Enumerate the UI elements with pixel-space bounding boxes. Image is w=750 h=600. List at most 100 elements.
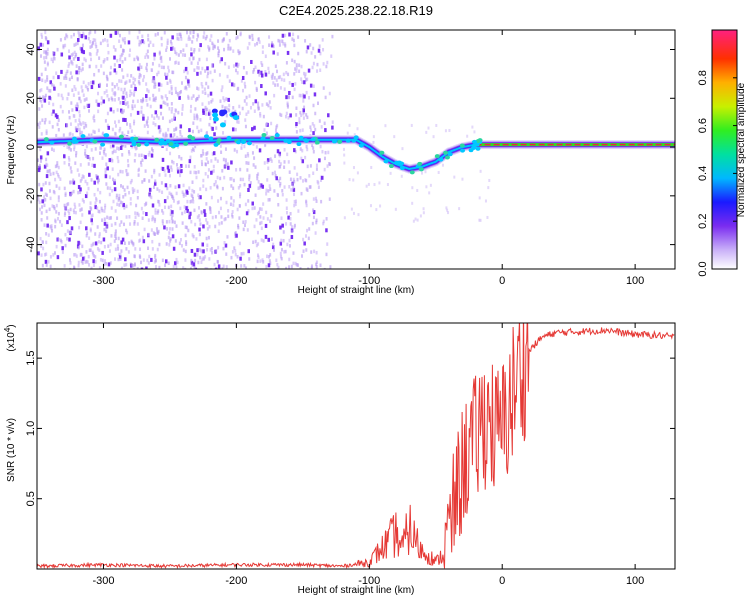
spectrogram-cell xyxy=(67,110,70,114)
spectrogram-cell xyxy=(60,52,64,57)
spectrogram-cell xyxy=(105,225,108,229)
spectrogram-cell xyxy=(119,184,122,188)
snr-x-tick-label: 100 xyxy=(626,575,644,587)
spectrogram-cell xyxy=(287,95,290,99)
spectrogram-cell xyxy=(45,131,48,135)
spectrogram-cell xyxy=(243,99,246,103)
spectrogram-cell xyxy=(151,79,154,83)
spectrogram-cell xyxy=(113,239,116,243)
spectrogram-cell xyxy=(157,116,160,120)
spectrogram-cell xyxy=(112,143,115,148)
spectrogram-cell xyxy=(46,75,49,79)
spectrogram-cell xyxy=(265,131,268,135)
spectrogram-cell xyxy=(266,217,269,221)
spectrogram-cell xyxy=(197,87,200,91)
spectrogram-cell xyxy=(77,91,80,95)
spectrogram-cell xyxy=(134,146,137,151)
spectrogram-cell xyxy=(89,52,92,57)
spectrogram-cell xyxy=(147,246,150,250)
spectrogram-cell xyxy=(208,122,211,127)
spectrogram-cell xyxy=(145,62,148,67)
spectrogram-cell xyxy=(104,119,107,123)
spectrogram-cell xyxy=(231,210,234,214)
spectrogram-cell xyxy=(97,68,100,73)
spectrogram-cell xyxy=(295,113,298,117)
spectrogram-cell xyxy=(199,255,202,260)
spectrogram-cell xyxy=(286,50,290,55)
spectrogram-cell xyxy=(172,264,175,269)
spectrogram-cell xyxy=(57,127,60,132)
spectrogram-cell xyxy=(232,64,235,68)
spectrogram-cell xyxy=(367,182,370,186)
spectrogram-cell xyxy=(247,187,250,192)
spectrogram-cell xyxy=(64,243,67,248)
spectrogram-cell xyxy=(225,265,228,269)
spectrogram-cell xyxy=(109,107,113,112)
spectrogram-cell xyxy=(177,184,181,189)
spectrogram-cell xyxy=(71,62,74,66)
spectrogram-cell xyxy=(298,93,301,98)
spectrogram-cell xyxy=(328,197,331,201)
spectrogram-cell xyxy=(170,87,173,91)
spectrogram-cell xyxy=(193,113,196,118)
spectrogram-cell xyxy=(279,225,282,230)
figure-title: C2E4.2025.238.22.18.R19 xyxy=(279,3,433,18)
spectrogram-cell xyxy=(212,169,215,173)
spectrogram-cell xyxy=(189,170,192,175)
spectrogram-cell xyxy=(289,222,292,226)
spectrogram-cell xyxy=(323,167,326,172)
spectrogram-cell xyxy=(271,171,274,176)
spectrogram-cell xyxy=(167,69,170,73)
spectrogram-cell xyxy=(155,114,158,118)
spectrogram-cell xyxy=(53,251,56,255)
spectrogram-cell xyxy=(153,57,156,61)
spectrogram-cell xyxy=(224,61,227,66)
spectrogram-cell xyxy=(51,147,54,151)
spectrogram-cell xyxy=(237,223,240,228)
spectrogram-cell xyxy=(87,82,90,86)
spectrogram-cell xyxy=(261,50,264,54)
spectrogram-cell xyxy=(72,52,75,56)
spectrogram-cell xyxy=(102,60,105,64)
spectrogram-blob xyxy=(337,139,343,144)
spectrogram-cell xyxy=(254,193,257,197)
spectrogram-cell xyxy=(194,258,197,263)
spectrogram-cell xyxy=(259,111,262,116)
spectrogram-cell xyxy=(278,159,281,164)
spectrogram-cell xyxy=(194,222,197,227)
spectrogram-cell xyxy=(106,39,109,43)
spectrogram-blob xyxy=(208,136,214,141)
spectrogram-cell xyxy=(242,251,245,256)
spectrogram-blob xyxy=(118,134,124,139)
spectrogram-blob xyxy=(443,150,449,155)
spectrogram-blob xyxy=(226,135,232,140)
spectrogram-cell xyxy=(129,89,132,94)
spectrogram-cell xyxy=(94,42,97,46)
spectrogram-cell xyxy=(257,101,260,106)
spectrogram-cell xyxy=(378,181,381,185)
spectrogram-cell xyxy=(279,86,282,90)
spectrogram-cell xyxy=(207,101,210,105)
spectrogram-cell xyxy=(112,45,115,49)
spectrogram-cell xyxy=(78,96,81,101)
spectrogram-cell xyxy=(300,113,303,118)
spectrogram-cell xyxy=(125,169,128,173)
spectrogram-cell xyxy=(97,128,100,133)
spectrogram-cell xyxy=(136,110,140,115)
spectrogram-cell xyxy=(45,209,48,214)
spectrogram-cell xyxy=(245,211,249,216)
spectrogram-cell xyxy=(89,201,92,205)
spectrogram-cell xyxy=(261,45,264,49)
spectrogram-cell xyxy=(39,147,42,152)
spectrogram-cell xyxy=(149,40,152,45)
spectrogram-cell xyxy=(284,114,287,119)
spectrogram-cell xyxy=(204,108,207,112)
spectrogram-cell xyxy=(258,185,261,190)
spectrogram-cell xyxy=(168,231,171,235)
spectrogram-cell xyxy=(276,192,279,197)
spectrogram-cell xyxy=(58,186,61,191)
spectrogram-cell xyxy=(40,132,43,136)
spectrogram-cell xyxy=(157,70,160,75)
spectrogram-cell xyxy=(232,106,235,110)
spectrogram-cell xyxy=(79,121,82,125)
